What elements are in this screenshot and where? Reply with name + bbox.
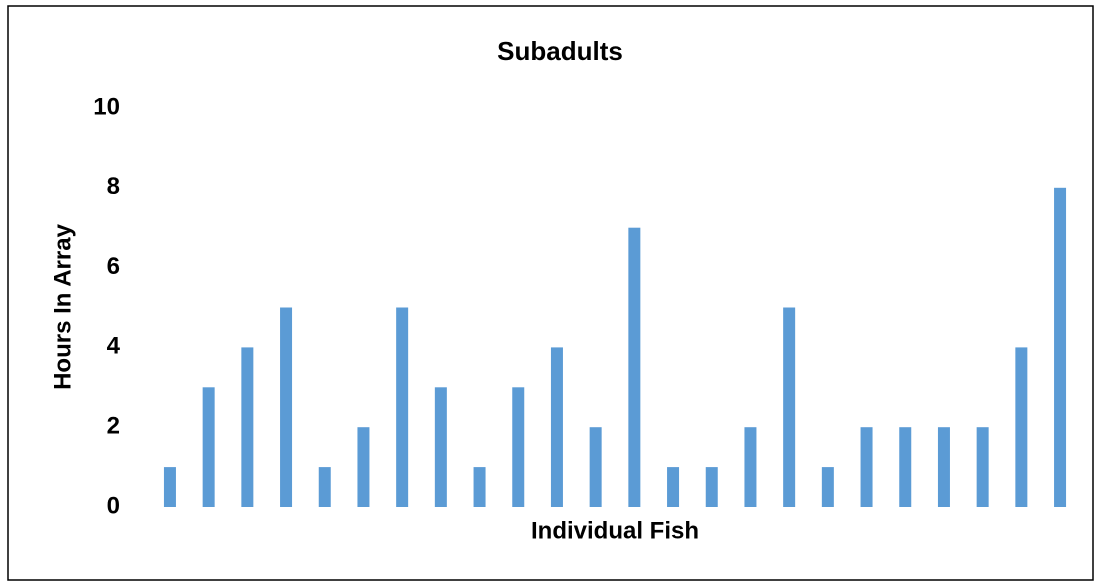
bar (976, 427, 989, 507)
y-axis-label: Hours In Array (49, 223, 76, 389)
chart-border (7, 5, 1094, 581)
bar (396, 307, 409, 507)
y-tick-label: 2 (107, 413, 120, 440)
bar (550, 347, 563, 507)
bar (473, 467, 486, 507)
bar (667, 467, 680, 507)
x-axis-label: Individual Fish (531, 517, 699, 544)
bar (434, 387, 447, 507)
bar (241, 347, 254, 507)
bar (163, 467, 176, 507)
bar (744, 427, 757, 507)
bar (280, 307, 293, 507)
bar (357, 427, 370, 507)
bar (1015, 347, 1028, 507)
bar (318, 467, 331, 507)
bar (202, 387, 215, 507)
y-tick-label: 6 (107, 253, 120, 280)
bar (512, 387, 525, 507)
bar (860, 427, 873, 507)
bar (899, 427, 912, 507)
y-tick-label: 4 (107, 333, 121, 360)
bar (937, 427, 950, 507)
bar (628, 227, 641, 507)
y-tick-label: 8 (107, 173, 120, 200)
chart-title: Subadults (497, 36, 623, 66)
bar (1054, 187, 1067, 508)
bar (705, 467, 718, 507)
y-tick-label: 0 (107, 492, 120, 519)
bar (821, 467, 834, 507)
bar (589, 427, 602, 507)
bar (783, 307, 796, 507)
y-tick-label: 10 (93, 93, 120, 120)
